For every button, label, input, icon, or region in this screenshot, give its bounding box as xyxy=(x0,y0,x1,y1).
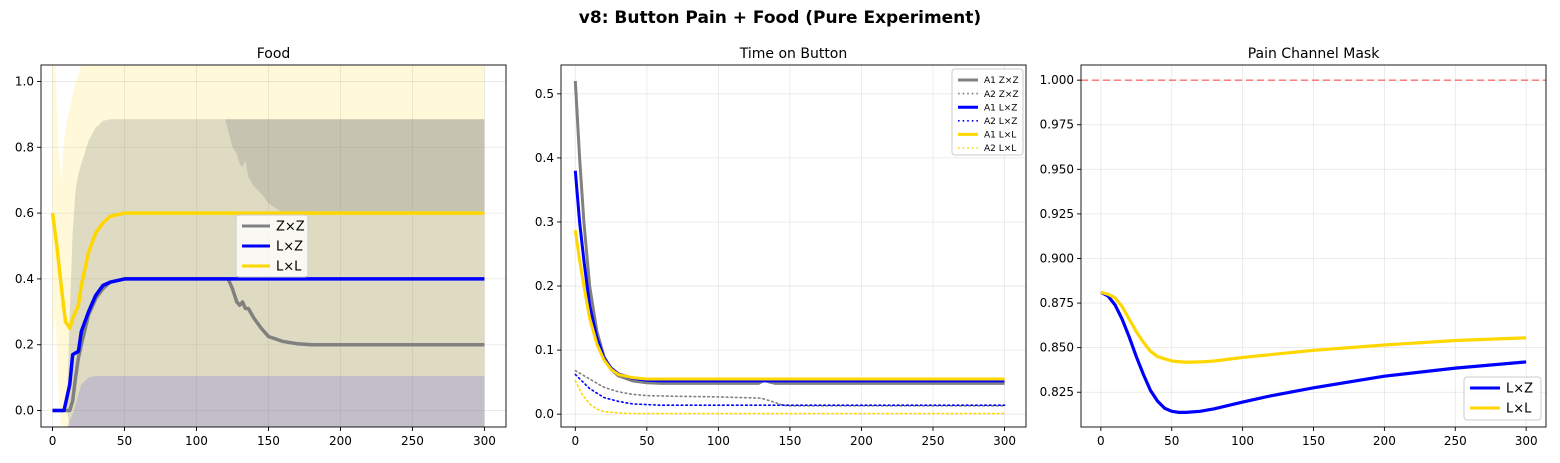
series-line xyxy=(50,211,485,331)
y-tick-label: 0.0 xyxy=(535,407,554,421)
y-tick-label: 1.0 xyxy=(15,74,34,88)
y-tick-label: 0.925 xyxy=(1040,207,1074,221)
axes-frame xyxy=(40,64,507,428)
y-tick-label: 0.3 xyxy=(535,215,554,229)
legend: Z×Z L×Z L×L xyxy=(235,214,309,278)
axes-frame xyxy=(560,64,1027,428)
food-panel-title: Food xyxy=(257,46,291,62)
legend-label: L×L xyxy=(1506,402,1532,417)
x-tick-label: 200 xyxy=(850,434,873,448)
x-tick-label: 250 xyxy=(922,434,945,448)
series-line xyxy=(574,380,1006,415)
series-line xyxy=(573,230,1005,381)
x-tick-label: 150 xyxy=(1302,434,1325,448)
time-on-button-panel-title: Time on Button xyxy=(739,46,848,62)
series-line xyxy=(573,80,1005,385)
legend-box xyxy=(235,214,309,278)
legend-label: L×Z xyxy=(1506,382,1533,397)
x-tick-label: 50 xyxy=(639,434,654,448)
plot-area xyxy=(1081,79,1546,414)
y-tick-label: 0.2 xyxy=(535,279,554,293)
x-tick-label: 50 xyxy=(1164,434,1179,448)
time-on-button-panel: Time on Button 0 50 100 150 200 250 300 0.0 0.1 0… xyxy=(535,46,1027,448)
x-tick-label: 50 xyxy=(117,434,132,448)
y-tick-label: 0.6 xyxy=(15,206,34,220)
x-tick-label: 200 xyxy=(1373,434,1396,448)
x-tick-label: 0 xyxy=(571,434,579,448)
legend-label: L×Z xyxy=(276,240,303,255)
y-tick-label: 1.000 xyxy=(1040,73,1074,87)
y-tick-label: 0.875 xyxy=(1040,296,1074,310)
series-line xyxy=(52,277,485,413)
x-tick-label: 300 xyxy=(473,434,496,448)
x-tick-label: 100 xyxy=(707,434,730,448)
pain-channel-mask-panel-title: Pain Channel Mask xyxy=(1248,46,1380,62)
figure-suptitle: v8: Button Pain + Food (Pure Experiment) xyxy=(579,8,981,28)
legend-label: A2 Z×Z xyxy=(984,90,1019,100)
confidence-band xyxy=(225,119,485,214)
y-tick-label: 0.900 xyxy=(1040,251,1074,265)
x-tick-label: 300 xyxy=(1515,434,1538,448)
y-tick-label: 0.5 xyxy=(535,87,554,101)
y-tick-label: 0.4 xyxy=(535,151,554,165)
legend-label: A1 L×Z xyxy=(984,103,1017,113)
legend: L×Z L×L xyxy=(1463,376,1542,421)
legend-label: L×L xyxy=(276,260,302,275)
x-tick-label: 150 xyxy=(257,434,280,448)
x-tick-label: 200 xyxy=(329,434,352,448)
confidence-band xyxy=(66,375,485,427)
food-panel: Food 0 50 100 150 200 250 300 0.0 0.2 0.4 0.6 0.8 1.… xyxy=(15,46,507,448)
legend-label: Z×Z xyxy=(276,220,305,235)
y-tick-label: 0.8 xyxy=(15,140,34,154)
legend-label: A2 L×L xyxy=(984,144,1016,154)
legend: A1 Z×Z A2 Z×Z A1 L×Z A2 L×Z A1 L×L A2 L×L xyxy=(951,68,1024,156)
y-tick-label: 0.4 xyxy=(15,272,34,286)
x-tick-label: 250 xyxy=(1444,434,1467,448)
legend-label: A2 L×Z xyxy=(984,117,1017,127)
y-tick-label: 0.850 xyxy=(1040,341,1074,355)
plot-area xyxy=(573,80,1006,415)
x-tick-label: 300 xyxy=(993,434,1016,448)
y-tick-label: 0.975 xyxy=(1040,118,1074,132)
legend-label: A1 L×L xyxy=(984,131,1016,141)
y-tick-label: 0.1 xyxy=(535,343,554,357)
y-tick-label: 0.825 xyxy=(1040,385,1074,399)
x-tick-label: 100 xyxy=(1231,434,1254,448)
y-tick-label: 0.0 xyxy=(15,404,34,418)
x-tick-label: 0 xyxy=(49,434,57,448)
pain-channel-mask-panel: Pain Channel Mask 0 50 100 150 200 250 300 0.82… xyxy=(1040,46,1547,448)
series-line xyxy=(1100,290,1527,414)
legend-label: A1 Z×Z xyxy=(984,76,1019,86)
x-tick-label: 0 xyxy=(1097,434,1105,448)
series-line xyxy=(1100,290,1527,364)
x-tick-label: 250 xyxy=(401,434,424,448)
x-tick-label: 150 xyxy=(778,434,801,448)
y-tick-label: 0.2 xyxy=(15,338,34,352)
y-tick-label: 0.950 xyxy=(1040,162,1074,176)
x-tick-label: 100 xyxy=(185,434,208,448)
